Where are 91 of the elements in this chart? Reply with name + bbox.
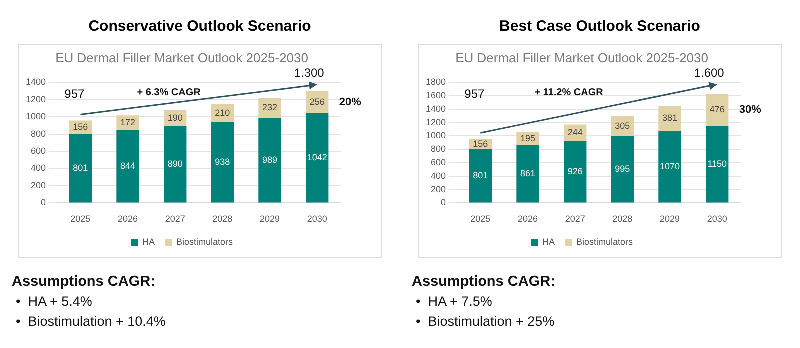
data-label: 381 xyxy=(662,113,678,124)
y-tick-label: 1600 xyxy=(426,90,446,100)
annotation: 957 xyxy=(464,86,486,101)
y-tick-label: 1400 xyxy=(26,77,46,88)
data-label: 1042 xyxy=(307,152,328,163)
y-tick-label: 600 xyxy=(30,146,46,156)
data-label: 244 xyxy=(568,127,583,138)
y-tick-label: 400 xyxy=(430,170,446,181)
x-tick-label: 2030 xyxy=(307,214,328,224)
data-label: 232 xyxy=(262,102,278,112)
chart-subtitle: EU Dermal Filler Market Outlook 2025-2030 xyxy=(456,50,708,66)
x-tick-label: 2027 xyxy=(565,214,586,224)
data-label: 210 xyxy=(215,108,230,118)
bar xyxy=(69,134,92,203)
bar xyxy=(469,150,492,203)
bar xyxy=(258,118,282,203)
legend-label: HA xyxy=(142,236,156,247)
bar xyxy=(516,146,540,203)
bar xyxy=(211,122,234,203)
text: • HA + 5.4% xyxy=(15,293,94,311)
data-label: 476 xyxy=(710,104,725,115)
data-label: 1150 xyxy=(708,158,728,169)
x-tick-label: 2026 xyxy=(118,214,138,224)
y-tick-label: 1200 xyxy=(26,94,46,104)
data-label: 989 xyxy=(262,154,278,165)
x-tick-label: 2030 xyxy=(707,214,728,224)
annotation: 957 xyxy=(64,86,86,101)
annotation: 20% xyxy=(339,96,362,108)
data-label: 801 xyxy=(73,162,88,173)
data-label: 256 xyxy=(310,96,325,107)
x-tick-label: 2028 xyxy=(612,214,633,224)
legend-label: Biostimulators xyxy=(576,236,634,247)
bar xyxy=(564,141,587,203)
legend-label: HA xyxy=(542,236,556,247)
data-label: 844 xyxy=(120,161,136,172)
y-tick-label: 1400 xyxy=(426,104,446,114)
x-tick-label: 2025 xyxy=(70,214,91,224)
text: • Biostimulation + 10.4% xyxy=(15,313,166,331)
data-label: 801 xyxy=(473,170,488,181)
data-label: 890 xyxy=(168,159,183,170)
data-label: 172 xyxy=(120,118,136,128)
x-tick-label: 2029 xyxy=(260,214,280,224)
data-label: 195 xyxy=(520,133,536,144)
data-label: 156 xyxy=(473,138,488,149)
text: • Biostimulation + 25% xyxy=(415,313,556,331)
text: • HA + 7.5% xyxy=(415,293,494,311)
y-tick-label: 200 xyxy=(430,184,446,194)
y-tick-label: 200 xyxy=(30,180,46,190)
y-tick-label: 600 xyxy=(430,157,446,168)
x-tick-label: 2028 xyxy=(212,214,233,224)
annotation: + 11.2% CAGR xyxy=(534,87,604,98)
data-label: 861 xyxy=(520,168,536,179)
chart-title: Best Case Outlook Scenario xyxy=(498,18,702,35)
data-label: 1070 xyxy=(660,162,680,172)
bar xyxy=(306,113,329,203)
y-tick-label: 1000 xyxy=(26,112,46,122)
bar xyxy=(116,130,140,203)
bar xyxy=(706,126,729,203)
y-tick-label: 400 xyxy=(30,163,46,174)
chart-title: Conservative Outlook Scenario xyxy=(88,18,312,35)
x-tick-label: 2029 xyxy=(660,214,680,224)
bar xyxy=(658,106,682,132)
y-tick-label: 800 xyxy=(30,128,46,139)
data-label: 156 xyxy=(73,122,88,132)
x-tick-label: 2026 xyxy=(518,214,538,224)
y-tick-label: 1800 xyxy=(426,77,446,88)
x-tick-label: 2025 xyxy=(470,214,491,224)
y-tick-label: 1200 xyxy=(426,117,446,128)
chart-subtitle: EU Dermal Filler Market Outlook 2025-2030 xyxy=(56,50,308,66)
data-label: 190 xyxy=(168,112,183,123)
text: 1.300 xyxy=(294,66,325,80)
legend-label: Biostimulators xyxy=(176,236,234,247)
data-label: 995 xyxy=(615,164,630,174)
y-tick-label: 800 xyxy=(430,144,446,154)
text: Assumptions CAGR: xyxy=(412,273,556,292)
annotation: + 6.3% CAGR xyxy=(137,87,202,98)
data-label: 938 xyxy=(215,157,230,168)
bar xyxy=(658,132,682,203)
data-label: 305 xyxy=(615,120,630,131)
y-tick-label: 0 xyxy=(441,198,446,208)
bar xyxy=(164,126,187,203)
text: 1.600 xyxy=(694,66,725,80)
bar xyxy=(706,94,729,126)
y-tick-label: 1000 xyxy=(426,130,446,141)
data-label: 926 xyxy=(568,166,583,176)
bar xyxy=(258,98,282,118)
x-tick-label: 2027 xyxy=(165,214,186,224)
y-tick-label: 0 xyxy=(41,198,46,208)
bar xyxy=(611,136,634,203)
annotation: 30% xyxy=(739,104,762,116)
text: Assumptions CAGR: xyxy=(12,273,156,292)
